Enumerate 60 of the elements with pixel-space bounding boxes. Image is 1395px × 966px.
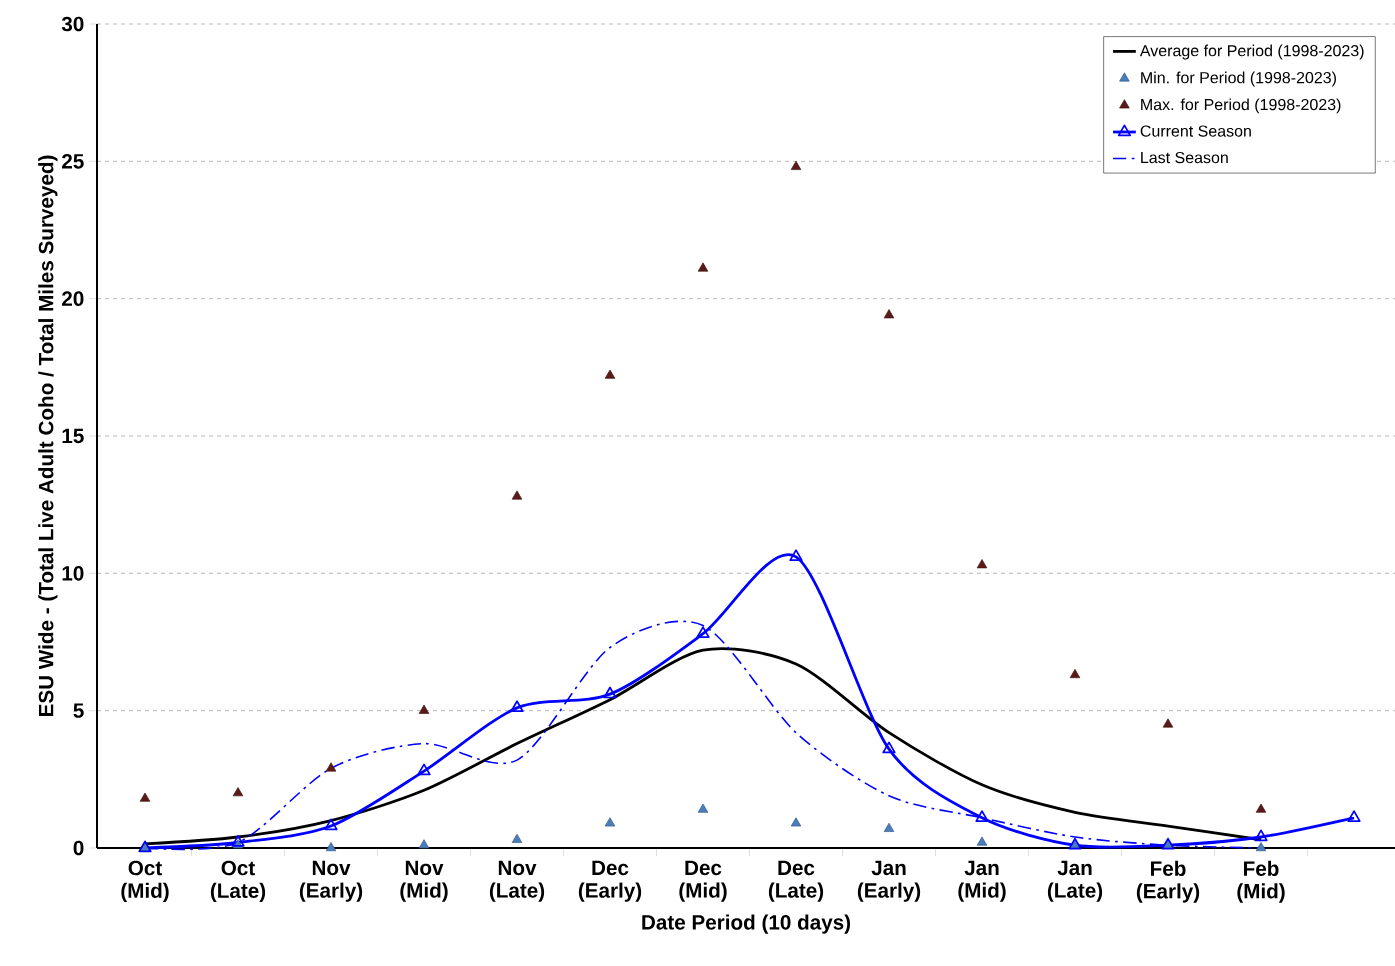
point bbox=[1162, 718, 1174, 728]
legend-label: Average for Period (1998-2023) bbox=[1139, 44, 1364, 60]
x-tick-label: Feb (Early) bbox=[1136, 860, 1200, 903]
point bbox=[604, 817, 616, 827]
point bbox=[139, 792, 151, 802]
point bbox=[976, 559, 988, 569]
y-tick-label: 20 bbox=[62, 291, 84, 306]
point bbox=[231, 834, 245, 847]
x-tick-label: Dec (Early) bbox=[578, 860, 642, 902]
point bbox=[604, 369, 616, 379]
point bbox=[790, 160, 802, 170]
point bbox=[511, 833, 523, 843]
y-axis-title: ESU Wide - (Total Live Adult Coho / Total Miles Surveyed) bbox=[38, 155, 58, 717]
point bbox=[418, 839, 430, 849]
point bbox=[697, 803, 709, 813]
x-tick-label: Oct (Late) bbox=[210, 860, 266, 903]
y-tick-label: 10 bbox=[62, 566, 84, 581]
y-tick-label: 5 bbox=[73, 703, 84, 718]
point bbox=[789, 549, 803, 562]
point bbox=[511, 490, 523, 500]
x-tick-label: Nov (Mid) bbox=[400, 860, 448, 902]
point bbox=[882, 741, 896, 754]
point bbox=[325, 842, 337, 852]
point bbox=[790, 817, 802, 827]
point bbox=[976, 836, 988, 846]
point bbox=[975, 810, 989, 822]
point bbox=[417, 763, 431, 776]
legend-label: Min. for Period (1998-2023) bbox=[1141, 71, 1336, 87]
point bbox=[232, 787, 244, 797]
point bbox=[325, 762, 337, 772]
x-axis-title: Date Period (10 days) bbox=[642, 914, 851, 934]
point bbox=[883, 309, 895, 319]
legend-label: Max. for Period (1998-2023) bbox=[1141, 98, 1341, 114]
point bbox=[418, 704, 430, 714]
point bbox=[1347, 810, 1361, 822]
y-tick-label: 0 bbox=[73, 840, 84, 856]
point bbox=[697, 262, 709, 272]
legend-label: Current Season bbox=[1140, 125, 1251, 137]
y-tick-label: 15 bbox=[62, 428, 84, 444]
x-tick-label: Jan (Mid) bbox=[958, 860, 1006, 902]
x-tick-label: Jan (Early) bbox=[857, 860, 921, 902]
point bbox=[1255, 842, 1267, 852]
point bbox=[324, 818, 338, 831]
point bbox=[1254, 829, 1268, 842]
x-tick-label: Dec (Late) bbox=[768, 860, 824, 902]
point bbox=[696, 626, 710, 638]
x-tick-label: Dec (Mid) bbox=[679, 860, 727, 902]
y-tick-label: 30 bbox=[61, 16, 84, 32]
point bbox=[510, 700, 524, 713]
point bbox=[1255, 803, 1267, 813]
point bbox=[883, 822, 895, 832]
x-tick-label: Oct (Mid) bbox=[121, 860, 169, 903]
x-tick-label: Nov (Late) bbox=[489, 860, 545, 902]
point bbox=[1069, 669, 1081, 679]
legend-label: Last Season bbox=[1141, 151, 1228, 164]
y-tick-label: 25 bbox=[62, 154, 84, 169]
point bbox=[603, 686, 617, 699]
x-tick-label: Jan (Late) bbox=[1047, 860, 1103, 902]
x-tick-label: Feb (Mid) bbox=[1237, 860, 1285, 903]
x-tick-label: Nov (Early) bbox=[299, 860, 363, 902]
